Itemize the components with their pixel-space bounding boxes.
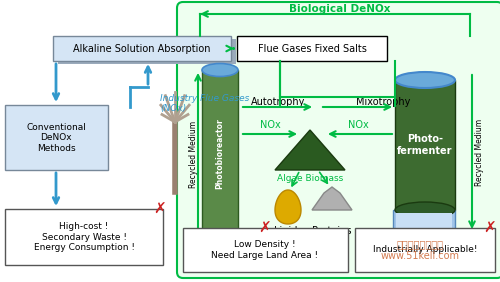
Text: NOx: NOx	[348, 120, 368, 130]
Bar	[355, 228, 495, 272]
Text: Alkaline Solution Absorption: Alkaline Solution Absorption	[73, 43, 211, 54]
Text: ✗: ✗	[484, 221, 496, 235]
Text: 生物质颜粒交易网
www.51kell.com: 生物质颜粒交易网 www.51kell.com	[380, 239, 460, 261]
Text: Industrially Applicable!: Industrially Applicable!	[373, 246, 477, 254]
Text: Proteins: Proteins	[312, 226, 352, 236]
Text: Industry Flue Gases
(NOx): Industry Flue Gases (NOx)	[160, 94, 250, 113]
Polygon shape	[312, 187, 352, 210]
Text: ✗: ✗	[154, 202, 166, 217]
Polygon shape	[275, 190, 301, 224]
Text: Algae Biomass: Algae Biomass	[277, 174, 343, 183]
Text: Recycled Medium: Recycled Medium	[476, 118, 484, 186]
Bar	[5, 105, 108, 170]
Text: Autotrophy: Autotrophy	[251, 97, 305, 107]
Text: Lipids: Lipids	[274, 226, 302, 236]
Text: Biological DeNOx: Biological DeNOx	[289, 4, 391, 14]
Bar	[5, 209, 163, 265]
Text: Flue Gases Fixed Salts: Flue Gases Fixed Salts	[258, 43, 366, 54]
Bar	[393, 210, 455, 246]
Polygon shape	[275, 130, 345, 170]
Text: Low Density !
Need Large Land Area !: Low Density ! Need Large Land Area !	[212, 240, 318, 260]
Bar	[396, 213, 452, 243]
Ellipse shape	[202, 63, 238, 76]
FancyBboxPatch shape	[177, 2, 500, 278]
Text: Mixotrophy: Mixotrophy	[356, 97, 410, 107]
Text: Photobioreactor: Photobioreactor	[216, 119, 224, 190]
Bar	[58, 39, 236, 64]
Ellipse shape	[395, 202, 455, 218]
Text: Conventional
DeNOx
Methods: Conventional DeNOx Methods	[26, 123, 86, 153]
Ellipse shape	[395, 72, 455, 88]
Bar	[405, 252, 443, 258]
Bar	[395, 80, 455, 210]
Bar	[53, 36, 231, 61]
Bar	[183, 228, 348, 272]
Bar	[202, 70, 238, 238]
Bar	[237, 36, 387, 61]
Text: Recycled Medium: Recycled Medium	[188, 120, 198, 188]
Ellipse shape	[202, 232, 238, 244]
Text: Photo-
fermenter: Photo- fermenter	[397, 134, 453, 156]
Text: High-cost !
Secondary Waste !
Energy Consumption !: High-cost ! Secondary Waste ! Energy Con…	[34, 222, 134, 252]
Text: NOx: NOx	[260, 120, 280, 130]
Bar	[415, 245, 433, 253]
Text: ✗: ✗	[258, 221, 272, 235]
